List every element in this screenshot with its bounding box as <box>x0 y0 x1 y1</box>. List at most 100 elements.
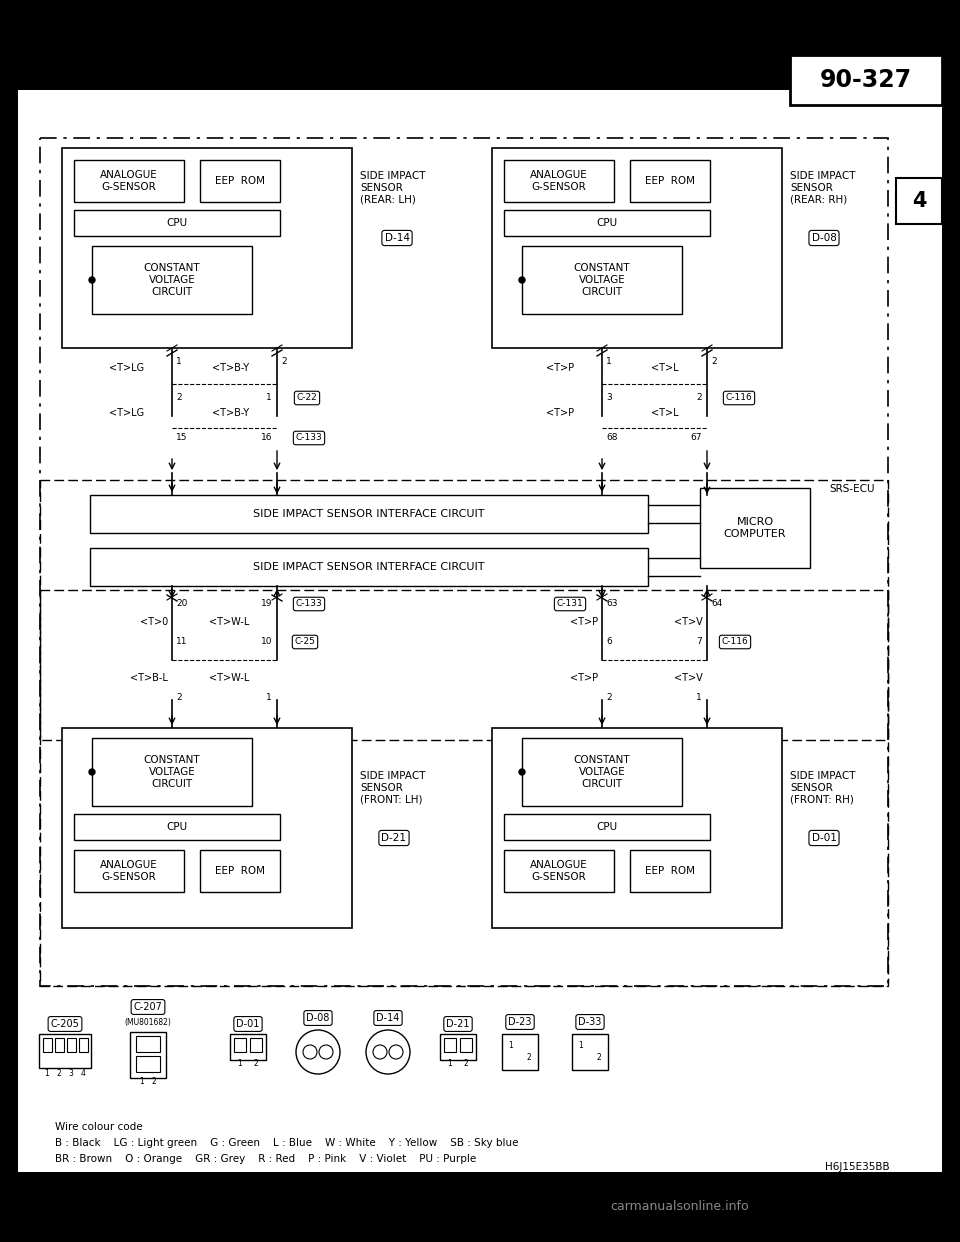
Text: 1: 1 <box>139 1078 144 1087</box>
Bar <box>40 138 888 986</box>
Text: 2: 2 <box>464 1059 468 1068</box>
Text: 2: 2 <box>696 394 702 402</box>
Text: 68: 68 <box>606 433 617 442</box>
Bar <box>440 1035 476 1059</box>
Bar <box>790 55 942 106</box>
Text: (MU801682): (MU801682) <box>125 1017 172 1026</box>
Bar <box>230 1035 266 1059</box>
Bar <box>136 1056 160 1072</box>
Text: 2: 2 <box>152 1078 156 1087</box>
Text: C-116: C-116 <box>722 637 749 647</box>
Bar <box>0 0 960 89</box>
Text: 67: 67 <box>690 433 702 442</box>
Bar <box>18 89 942 1172</box>
Bar <box>92 246 252 314</box>
Bar <box>522 246 682 314</box>
Text: <T>P: <T>P <box>570 617 598 627</box>
Text: CONSTANT
VOLTAGE
CIRCUIT: CONSTANT VOLTAGE CIRCUIT <box>574 263 631 297</box>
Text: 2: 2 <box>176 693 181 703</box>
Circle shape <box>89 277 95 283</box>
Bar <box>492 728 782 928</box>
Text: BR : Brown    O : Orange    GR : Grey    R : Red    P : Pink    V : Violet    PU: BR : Brown O : Orange GR : Grey R : Red … <box>55 1154 476 1164</box>
Bar <box>43 1038 52 1052</box>
Text: <T>B-Y: <T>B-Y <box>212 363 249 373</box>
Bar <box>74 160 184 202</box>
Text: 16: 16 <box>260 433 272 442</box>
Text: 1: 1 <box>579 1042 584 1051</box>
Bar <box>200 160 280 202</box>
Text: 11: 11 <box>176 637 187 647</box>
Text: <T>LG: <T>LG <box>108 363 144 373</box>
Bar <box>444 1038 456 1052</box>
Text: 7: 7 <box>696 637 702 647</box>
Text: ANALOGUE
G-SENSOR: ANALOGUE G-SENSOR <box>530 170 588 191</box>
Text: 64: 64 <box>711 600 722 609</box>
Text: C-131: C-131 <box>557 600 584 609</box>
Text: <T>L: <T>L <box>652 363 679 373</box>
Text: 19: 19 <box>260 600 272 609</box>
Text: D-01: D-01 <box>236 1018 260 1030</box>
Text: 1: 1 <box>238 1059 242 1068</box>
Text: D-33: D-33 <box>578 1017 602 1027</box>
Text: 3: 3 <box>68 1069 73 1078</box>
Bar <box>896 178 942 224</box>
Text: <T>LG: <T>LG <box>108 409 144 419</box>
Text: ANALOGUE
G-SENSOR: ANALOGUE G-SENSOR <box>530 861 588 882</box>
Text: EEP  ROM: EEP ROM <box>645 176 695 186</box>
Text: <T>P: <T>P <box>546 409 574 419</box>
Bar <box>39 1035 91 1068</box>
Text: SIDE IMPACT
SENSOR
(REAR: RH): SIDE IMPACT SENSOR (REAR: RH) <box>790 171 855 205</box>
Circle shape <box>519 769 525 775</box>
Text: 1: 1 <box>696 693 702 703</box>
Text: 2: 2 <box>253 1059 258 1068</box>
Text: D-21: D-21 <box>446 1018 469 1030</box>
Text: MICRO
COMPUTER: MICRO COMPUTER <box>724 517 786 539</box>
Text: CPU: CPU <box>166 219 187 229</box>
Text: 2: 2 <box>281 358 287 366</box>
Text: SIDE IMPACT
SENSOR
(REAR: LH): SIDE IMPACT SENSOR (REAR: LH) <box>360 171 425 205</box>
Text: <T>V: <T>V <box>674 617 703 627</box>
Text: D-23: D-23 <box>508 1017 532 1027</box>
Text: <T>L: <T>L <box>652 409 679 419</box>
Text: <T>W-L: <T>W-L <box>208 617 249 627</box>
Text: <T>0: <T>0 <box>140 617 168 627</box>
Circle shape <box>319 1045 333 1059</box>
Text: C-133: C-133 <box>296 433 323 442</box>
Text: 1: 1 <box>606 358 612 366</box>
Bar <box>90 548 648 586</box>
Text: CONSTANT
VOLTAGE
CIRCUIT: CONSTANT VOLTAGE CIRCUIT <box>144 263 201 297</box>
Text: CPU: CPU <box>596 219 617 229</box>
Text: 1: 1 <box>176 358 181 366</box>
Text: 90-327: 90-327 <box>820 68 912 92</box>
Bar <box>504 814 710 840</box>
Text: 2: 2 <box>176 394 181 402</box>
Bar <box>40 590 888 986</box>
Bar <box>630 160 710 202</box>
Text: SIDE IMPACT
SENSOR
(FRONT: LH): SIDE IMPACT SENSOR (FRONT: LH) <box>360 771 425 805</box>
Text: 4: 4 <box>81 1069 85 1078</box>
Text: Wire colour code: Wire colour code <box>55 1122 143 1131</box>
Text: 1: 1 <box>266 693 272 703</box>
Text: 63: 63 <box>606 600 617 609</box>
Text: 10: 10 <box>260 637 272 647</box>
Bar <box>55 1038 64 1052</box>
Bar <box>630 850 710 892</box>
Circle shape <box>296 1030 340 1074</box>
Bar <box>522 738 682 806</box>
Bar <box>0 1172 960 1242</box>
Text: D-14: D-14 <box>376 1013 399 1023</box>
Text: <T>V: <T>V <box>674 673 703 683</box>
Circle shape <box>389 1045 403 1059</box>
Text: C-22: C-22 <box>297 394 318 402</box>
Bar <box>572 1035 608 1071</box>
Text: 4: 4 <box>912 191 926 211</box>
Bar <box>504 210 710 236</box>
Text: D-21: D-21 <box>381 833 406 843</box>
Bar <box>700 488 810 568</box>
Text: 3: 3 <box>606 394 612 402</box>
Bar <box>79 1038 88 1052</box>
Circle shape <box>519 277 525 283</box>
Text: ANALOGUE
G-SENSOR: ANALOGUE G-SENSOR <box>100 170 157 191</box>
Text: EEP  ROM: EEP ROM <box>645 866 695 876</box>
Bar <box>234 1038 246 1052</box>
